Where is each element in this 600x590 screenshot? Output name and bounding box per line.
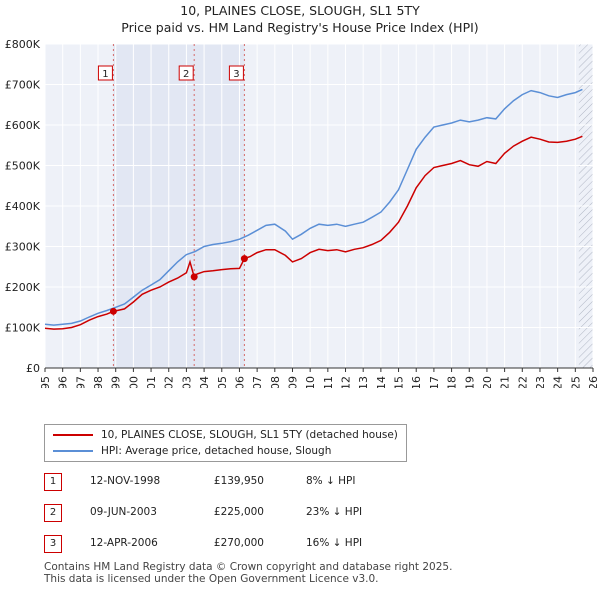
transaction-hpi-diff: 8% ↓ HPI bbox=[306, 475, 356, 487]
table-row: 2 09-JUN-2003 £225,000 23% ↓ HPI bbox=[44, 504, 464, 524]
footer-licence: This data is licensed under the Open Gov… bbox=[44, 573, 379, 585]
legend-item-property: 10, PLAINES CLOSE, SLOUGH, SL1 5TY (deta… bbox=[53, 427, 398, 443]
transaction-number-badge: 3 bbox=[44, 535, 62, 553]
property-price-line bbox=[44, 135, 583, 330]
x-tick-label: 2012 bbox=[340, 376, 353, 388]
transaction-date: 12-NOV-1998 bbox=[90, 475, 161, 487]
legend-label-property: 10, PLAINES CLOSE, SLOUGH, SL1 5TY (deta… bbox=[101, 429, 398, 441]
x-tick-label: 2022 bbox=[516, 376, 529, 388]
x-tick-label: 2020 bbox=[481, 376, 494, 388]
transaction-hpi-diff: 23% ↓ HPI bbox=[306, 506, 363, 518]
x-tick-label: 2026 bbox=[587, 376, 600, 388]
transaction-hpi-diff: 16% ↓ HPI bbox=[306, 537, 363, 549]
x-tick-label: 1998 bbox=[92, 376, 105, 388]
chart-title: 10, PLAINES CLOSE, SLOUGH, SL1 5TY bbox=[180, 3, 420, 18]
x-tick-label: 2016 bbox=[410, 376, 423, 388]
hpi-line bbox=[44, 88, 583, 326]
x-tick-label: 2021 bbox=[499, 376, 512, 388]
y-tick-label: £700K bbox=[5, 79, 41, 92]
x-tick-label: 1999 bbox=[110, 376, 123, 388]
x-tick-label: 2002 bbox=[163, 376, 176, 388]
sale-label-box bbox=[97, 65, 113, 81]
transaction-number-badge: 1 bbox=[44, 473, 62, 491]
transaction-date: 09-JUN-2003 bbox=[90, 506, 157, 518]
price-chart: £0 £100K £200K £300K £400K £500K £600K £700K £80… bbox=[5, 38, 600, 388]
x-tick-label: 2010 bbox=[304, 376, 317, 388]
y-tick-label: £0 bbox=[26, 362, 40, 375]
legend-label-hpi: HPI: Average price, detached house, Slou… bbox=[101, 445, 332, 457]
x-tick-label: 2007 bbox=[251, 376, 264, 388]
x-tick-label: 2014 bbox=[375, 376, 388, 388]
x-tick-label: 1995 bbox=[39, 376, 52, 388]
footer-copyright: Contains HM Land Registry data © Crown c… bbox=[44, 561, 453, 573]
sale-label: 3 bbox=[233, 69, 239, 80]
x-tick-label: 2025 bbox=[569, 376, 582, 388]
x-tick-label: 2001 bbox=[145, 376, 158, 388]
transaction-price: £225,000 bbox=[213, 506, 264, 518]
x-tick-label: 2008 bbox=[269, 376, 282, 388]
transaction-price: £270,000 bbox=[213, 537, 264, 549]
y-tick-label: £500K bbox=[5, 160, 41, 173]
x-tick-label: 2018 bbox=[446, 376, 459, 388]
transaction-price: £139,950 bbox=[213, 475, 264, 487]
x-tick-label: 2013 bbox=[357, 376, 370, 388]
sale-label-box bbox=[178, 65, 194, 81]
legend-item-hpi: HPI: Average price, detached house, Slou… bbox=[53, 443, 331, 459]
x-tick-label: 1996 bbox=[57, 376, 70, 388]
sale-point bbox=[240, 255, 248, 263]
sale-point bbox=[190, 273, 198, 281]
legend-swatch-hpi bbox=[53, 450, 93, 452]
table-row: 1 12-NOV-1998 £139,950 8% ↓ HPI bbox=[44, 473, 464, 493]
x-tick-label: 2003 bbox=[180, 376, 193, 388]
sale-label-box bbox=[228, 65, 244, 81]
legend-swatch-property bbox=[53, 434, 93, 436]
sale-label: 1 bbox=[102, 69, 108, 80]
y-tick-label: £600K bbox=[5, 119, 41, 132]
chart-title-block: 10, PLAINES CLOSE, SLOUGH, SL1 5TY Price… bbox=[0, 2, 600, 36]
x-tick-label: 2000 bbox=[127, 376, 140, 388]
x-tick-label: 2015 bbox=[393, 376, 406, 388]
x-tick-label: 2019 bbox=[463, 376, 476, 388]
y-tick-label: £100K bbox=[5, 322, 41, 335]
y-tick-label: £800K bbox=[5, 38, 41, 51]
x-tick-label: 2004 bbox=[198, 376, 211, 388]
x-tick-label: 2006 bbox=[233, 376, 246, 388]
x-tick-label: 2024 bbox=[552, 376, 565, 388]
footer-attribution: Contains HM Land Registry data © Crown c… bbox=[44, 561, 452, 585]
x-tick-label: 2023 bbox=[534, 376, 547, 388]
transaction-number-badge: 2 bbox=[44, 504, 62, 522]
x-tick-label: 2017 bbox=[428, 376, 441, 388]
x-tick-label: 2011 bbox=[322, 376, 335, 388]
chart-subtitle: Price paid vs. HM Land Registry's House … bbox=[121, 20, 479, 35]
table-row: 3 12-APR-2006 £270,000 16% ↓ HPI bbox=[44, 535, 464, 555]
sale-point bbox=[109, 307, 117, 315]
y-tick-label: £200K bbox=[5, 281, 41, 294]
x-tick-label: 1997 bbox=[74, 376, 87, 388]
sale-label: 2 bbox=[183, 69, 189, 80]
transaction-date: 12-APR-2006 bbox=[90, 537, 158, 549]
chart-legend: 10, PLAINES CLOSE, SLOUGH, SL1 5TY (deta… bbox=[44, 424, 407, 462]
y-tick-label: £300K bbox=[5, 241, 41, 254]
x-tick-label: 2005 bbox=[216, 376, 229, 388]
x-tick-label: 2009 bbox=[286, 376, 299, 388]
y-tick-label: £400K bbox=[5, 200, 41, 213]
